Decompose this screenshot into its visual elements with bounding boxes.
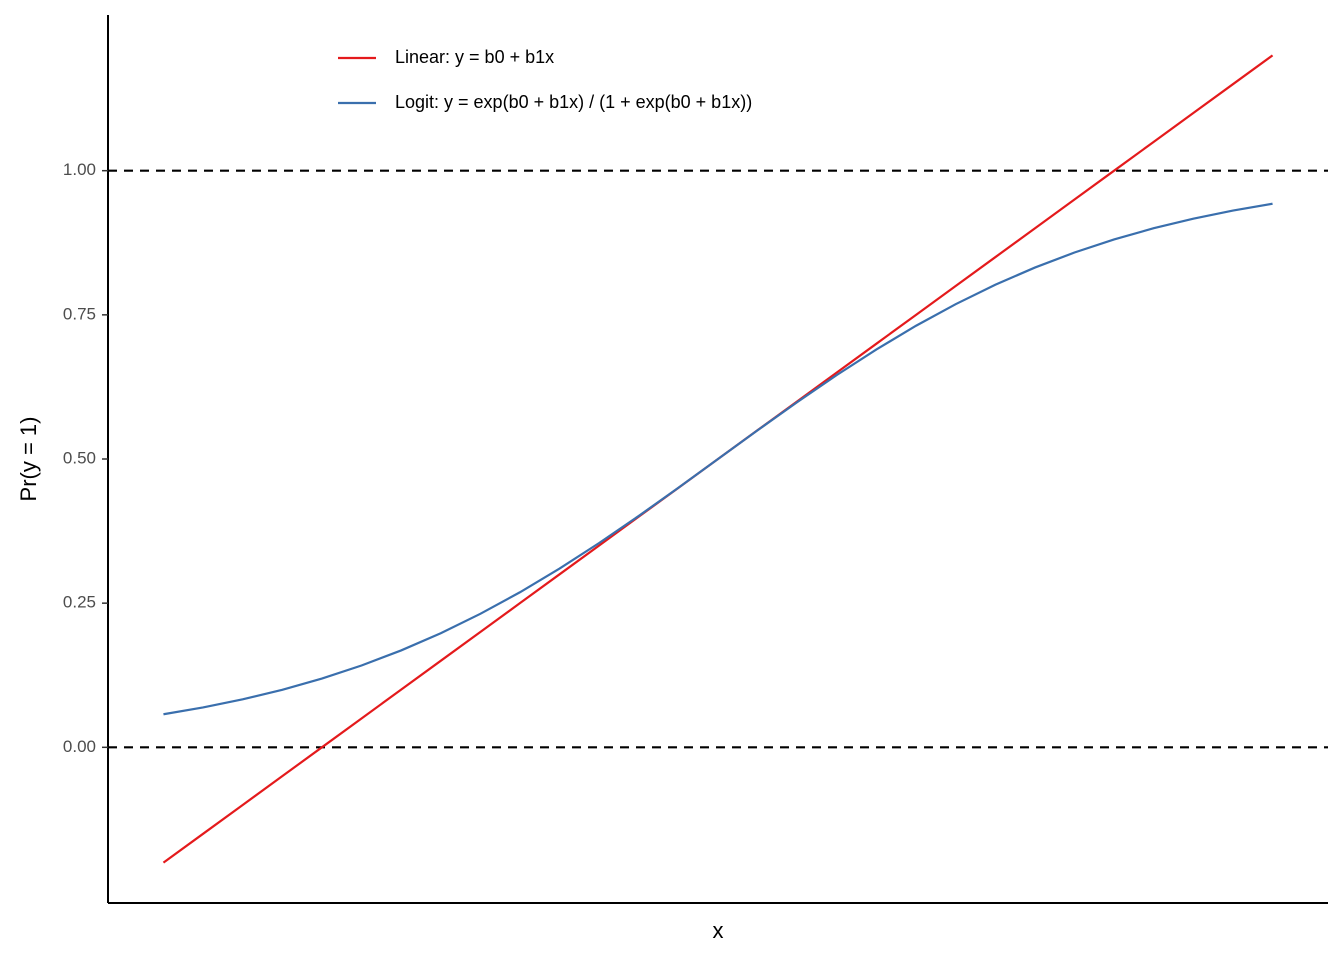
legend-label: Logit: y = exp(b0 + b1x) / (1 + exp(b0 +… [395,92,752,112]
y-tick-label: 0.25 [63,593,96,612]
y-tick-label: 0.75 [63,304,96,323]
series-line [163,202,1273,716]
legend-label: Linear: y = b0 + b1x [395,47,554,67]
x-axis-title: x [713,918,724,943]
y-tick-label: 1.00 [63,160,96,179]
y-tick-label: 0.00 [63,737,96,756]
y-tick-label: 0.50 [63,448,96,467]
y-axis-title: Pr(y = 1) [16,417,41,502]
